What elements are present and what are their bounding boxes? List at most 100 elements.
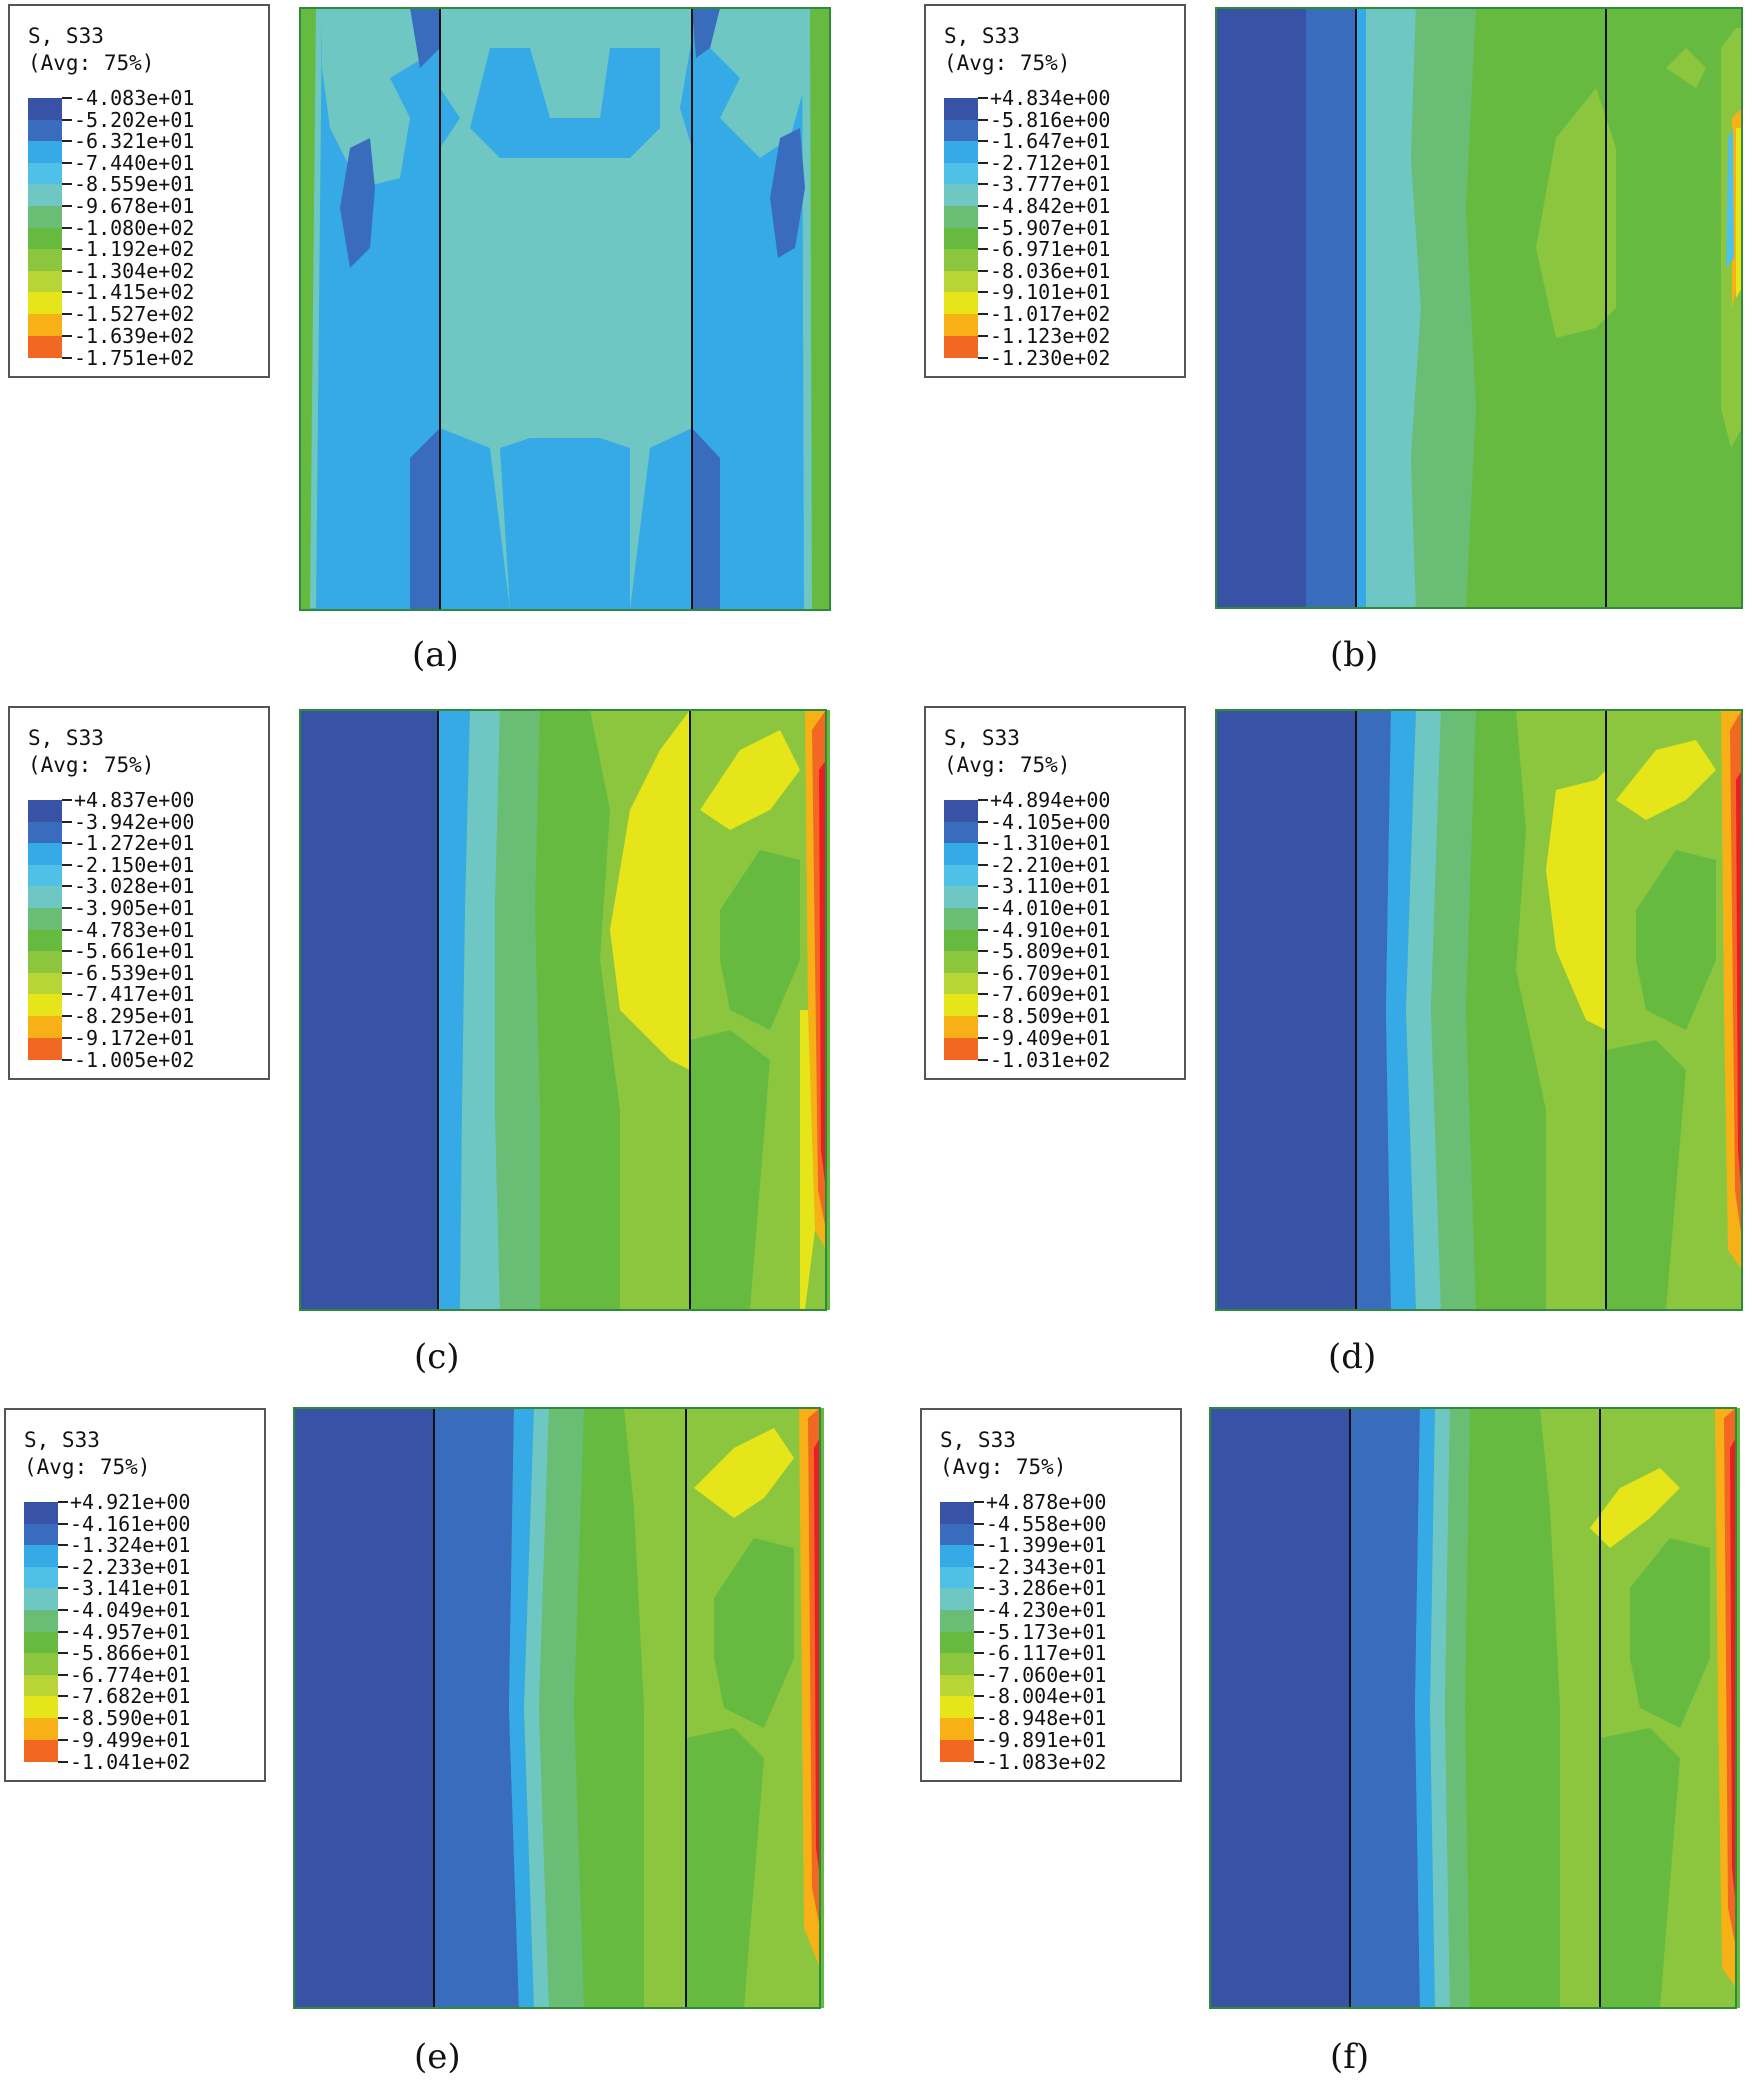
legend-value: +4.894e+00 — [990, 788, 1111, 812]
legend-value: -1.230e+02 — [990, 345, 1111, 370]
legend-tick — [62, 334, 72, 337]
legend-tick — [978, 183, 988, 186]
color-swatch — [944, 1016, 978, 1038]
contour-region — [470, 48, 660, 158]
legend-value: -8.559e+01 — [74, 172, 195, 197]
color-swatch — [28, 206, 62, 228]
legend-tick — [974, 1501, 984, 1503]
legend-tick — [974, 1609, 984, 1611]
color-swatch — [940, 1523, 974, 1546]
contour-region — [1606, 1040, 1686, 1310]
legend-tick — [974, 1587, 984, 1590]
legend-value: -8.509e+01 — [990, 1004, 1111, 1028]
legend-tick — [58, 1544, 68, 1547]
legend-tick — [62, 1036, 72, 1039]
legend-value: -1.005e+02 — [74, 1047, 195, 1072]
legend-value: -5.661e+01 — [74, 939, 195, 964]
legend-value: -4.783e+01 — [74, 917, 195, 942]
legend-value: -1.017e+02 — [990, 302, 1111, 326]
legend-tick — [62, 356, 72, 359]
legend-panel-b: S, S33 (Avg: 75%) +4.834e+00 -5.816e+00 -1… — [924, 4, 1186, 378]
legend-value: -4.957e+01 — [70, 1619, 191, 1644]
color-swatch — [28, 227, 62, 250]
legend-tick — [978, 356, 988, 359]
legend-value: -9.172e+01 — [74, 1025, 195, 1050]
color-swatch — [24, 1610, 58, 1632]
legend-tick — [978, 334, 988, 337]
legend-value: -1.123e+02 — [990, 323, 1111, 348]
legend-value: -9.678e+01 — [74, 194, 195, 218]
panel-caption-b: (b) — [1330, 635, 1379, 675]
color-swatch — [28, 843, 62, 866]
color-swatch — [940, 1566, 974, 1589]
contour-region — [294, 1408, 434, 2008]
legend-value: -5.907e+01 — [990, 215, 1111, 240]
contour-region — [1210, 1408, 1350, 2008]
legend-tick — [978, 97, 988, 99]
legend-tick — [58, 1522, 68, 1525]
legend-tick — [978, 842, 988, 845]
contour-region — [1386, 710, 1416, 1310]
legend-tick — [62, 205, 72, 207]
color-swatch — [24, 1545, 58, 1568]
legend-value: -2.712e+01 — [990, 150, 1111, 175]
legend-value: -6.321e+01 — [74, 129, 195, 154]
legend-value: -3.110e+01 — [990, 874, 1111, 899]
legend-value: -8.004e+01 — [986, 1684, 1107, 1709]
legend-tick — [974, 1652, 984, 1655]
legend-value: -9.101e+01 — [990, 280, 1111, 305]
color-swatch — [28, 1016, 62, 1038]
legend-title: S, S33 — [944, 24, 1020, 48]
color-swatch — [940, 1588, 974, 1611]
plot-border — [293, 1407, 821, 2009]
legend-tick — [974, 1630, 984, 1633]
panel-caption-d: (d) — [1328, 1337, 1377, 1377]
legend-tick — [62, 928, 72, 931]
contour-region — [410, 8, 440, 68]
contour-region — [1546, 770, 1606, 1030]
legend-value: -3.141e+01 — [70, 1576, 191, 1601]
contour-region — [808, 8, 830, 610]
contour-region — [714, 1538, 794, 1728]
legend-tick — [974, 1717, 984, 1719]
legend-tick — [978, 950, 988, 953]
legend-tick — [62, 950, 72, 953]
legend-value: -4.010e+01 — [990, 896, 1111, 920]
legend-subtitle: (Avg: 75%) — [28, 753, 155, 777]
legend-subtitle: (Avg: 75%) — [28, 51, 155, 75]
legend-tick — [62, 140, 72, 143]
color-swatch — [944, 314, 978, 336]
contour-region — [310, 8, 322, 608]
legend-value: -8.590e+01 — [70, 1706, 191, 1730]
legend-value: -4.161e+00 — [70, 1511, 191, 1536]
legend-tick — [978, 928, 988, 931]
contour-region — [509, 1408, 534, 2008]
contour-region — [1415, 1408, 1435, 2008]
color-swatch — [944, 843, 978, 866]
legend-tick — [974, 1738, 984, 1741]
legend-panel-d: S, S33 (Avg: 75%) +4.894e+00 -4.105e+00 -1… — [924, 706, 1186, 1080]
contour-region — [524, 1408, 549, 2008]
contour-region — [1600, 1728, 1680, 2008]
color-swatch — [944, 206, 978, 228]
legend-tick — [974, 1544, 984, 1547]
legend-value: -7.060e+01 — [986, 1662, 1107, 1687]
contour-plot-a — [299, 7, 831, 611]
legend-value: -8.036e+01 — [990, 258, 1111, 283]
contour-region — [1306, 8, 1356, 608]
color-swatch — [28, 864, 62, 887]
legend-tick — [62, 248, 72, 251]
color-swatch — [944, 162, 978, 185]
legend-tick — [978, 993, 988, 996]
legend-tick — [58, 1501, 68, 1503]
legend-value: -5.173e+01 — [986, 1619, 1107, 1644]
contour-region — [1590, 1468, 1680, 1548]
legend-value: -7.417e+01 — [74, 982, 195, 1007]
legend-tick — [58, 1717, 68, 1719]
contour-region — [1666, 48, 1706, 88]
legend-tick — [62, 97, 72, 99]
legend-tick — [974, 1760, 984, 1763]
legend-value: -2.343e+01 — [986, 1554, 1107, 1579]
color-swatch — [944, 270, 978, 293]
color-swatch — [24, 1631, 58, 1654]
